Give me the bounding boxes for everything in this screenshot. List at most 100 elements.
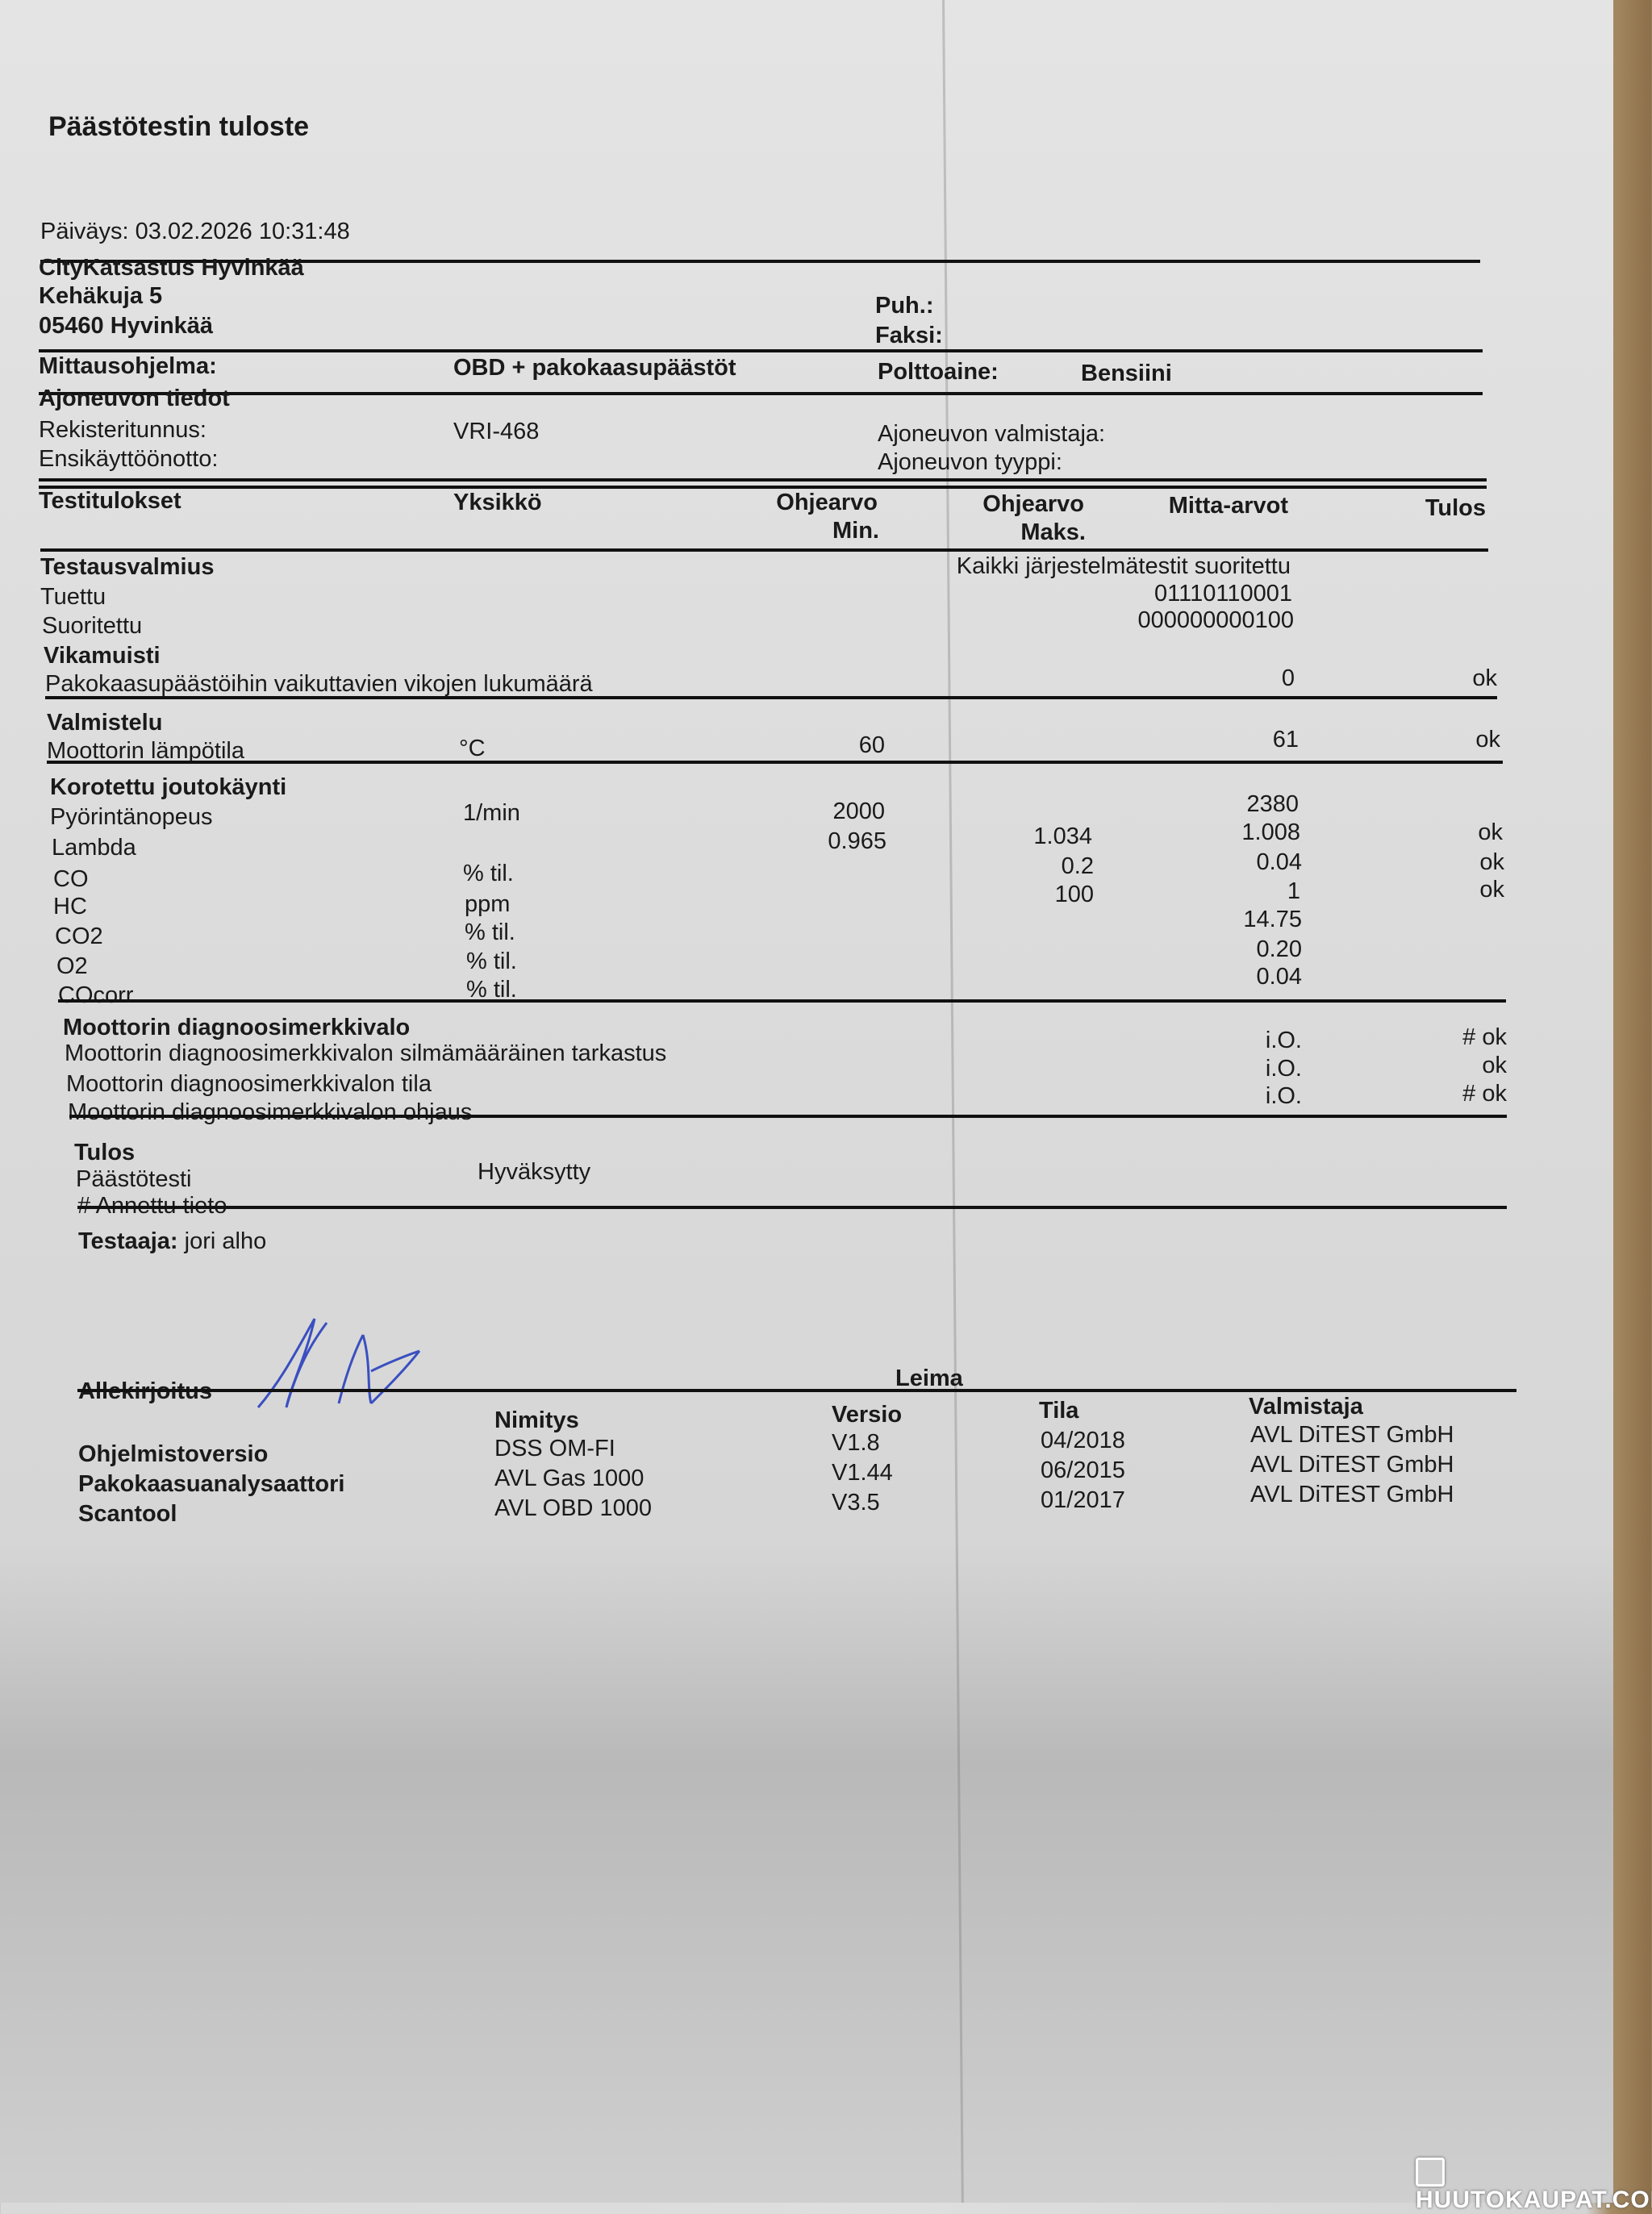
idle-unit: % til. bbox=[466, 977, 517, 1003]
idle-label: O2 bbox=[56, 953, 88, 979]
mil-heading: Moottorin diagnoosimerkkivalo bbox=[63, 1015, 411, 1040]
idle-result: ok bbox=[1479, 877, 1504, 903]
divider bbox=[58, 999, 1506, 1003]
handwritten-signature bbox=[257, 1318, 421, 1408]
divider bbox=[39, 349, 1483, 352]
idle-value: 14.75 bbox=[1243, 907, 1302, 932]
idle-label: CO2 bbox=[55, 924, 103, 949]
mil-value: i.O. bbox=[1265, 1083, 1302, 1109]
divider bbox=[39, 486, 1487, 489]
sw-version: V1.8 bbox=[832, 1430, 880, 1456]
header-measured: Mitta-arvot bbox=[1168, 493, 1288, 519]
header-result: Tulos bbox=[1425, 495, 1486, 521]
mil-label: Moottorin diagnoosimerkkivalon tila bbox=[66, 1071, 432, 1097]
readiness-status: Kaikki järjestelmätestit suoritettu bbox=[956, 553, 1291, 579]
sw-date: 04/2018 bbox=[1041, 1428, 1125, 1453]
sw-version: V1.44 bbox=[832, 1460, 893, 1486]
idle-unit: 1/min bbox=[463, 800, 520, 826]
header-max-sub: Maks. bbox=[1020, 519, 1086, 545]
engine-temp-min: 60 bbox=[858, 732, 885, 758]
type-label: Ajoneuvon tyyppi: bbox=[878, 449, 1062, 475]
idle-label: Pyörintänopeus bbox=[50, 804, 213, 830]
divider bbox=[77, 1206, 1507, 1209]
fuel-label: Polttoaine: bbox=[878, 359, 999, 385]
preparation-heading: Valmistelu bbox=[47, 710, 163, 736]
reg-value: VRI-468 bbox=[453, 419, 540, 444]
stamp-label: Leima bbox=[895, 1366, 963, 1391]
first-use-label: Ensikäyttöönotto: bbox=[39, 446, 219, 472]
idle-unit: % til. bbox=[463, 861, 514, 886]
idle-min: 2000 bbox=[832, 798, 885, 824]
idle-heading: Korotettu joutokäynti bbox=[50, 774, 287, 800]
mil-value: i.O. bbox=[1265, 1056, 1302, 1082]
engine-temp-unit: °C bbox=[459, 736, 486, 761]
idle-value: 0.20 bbox=[1256, 936, 1302, 962]
divider bbox=[45, 696, 1497, 699]
idle-label: CO bbox=[53, 866, 89, 892]
header-unit: Yksikkö bbox=[453, 490, 542, 515]
idle-unit: ppm bbox=[465, 891, 511, 917]
mil-label: Moottorin diagnoosimerkkivalon silmämäär… bbox=[65, 1040, 667, 1066]
sw-header-maker: Valmistaja bbox=[1249, 1394, 1363, 1420]
sw-name: DSS OM-FI bbox=[494, 1436, 615, 1461]
idle-value: 1.008 bbox=[1241, 819, 1300, 845]
header-min-sub: Min. bbox=[832, 518, 879, 544]
idle-min: 0.965 bbox=[828, 828, 886, 854]
idle-label: COcorr bbox=[58, 982, 134, 1008]
idle-value: 2380 bbox=[1246, 791, 1299, 817]
idle-result: ok bbox=[1479, 849, 1504, 875]
readiness-heading: Testausvalmius bbox=[40, 554, 215, 580]
date: Päiväys: 03.02.2026 10:31:48 bbox=[40, 219, 350, 244]
document-title: Päästötestin tuloste bbox=[48, 111, 310, 142]
idle-result: ok bbox=[1478, 819, 1503, 845]
divider bbox=[69, 1115, 1507, 1118]
outcome-heading: Tulos bbox=[74, 1140, 136, 1165]
station-street: Kehäkuja 5 bbox=[39, 283, 163, 309]
sw-maker: AVL DiTEST GmbH bbox=[1250, 1452, 1454, 1478]
sw-header-date: Tila bbox=[1039, 1398, 1079, 1424]
station-name: CityKatsastus Hyvinkää bbox=[39, 255, 304, 281]
idle-unit: % til. bbox=[466, 949, 517, 974]
outcome-label: Päästötesti bbox=[76, 1166, 192, 1192]
tester-label: Testaaja: bbox=[78, 1228, 178, 1254]
mil-result: # ok bbox=[1462, 1081, 1507, 1107]
document-page: Päästötestin tuloste Päiväys: 03.02.2026… bbox=[0, 0, 1613, 2203]
sw-header-name: Nimitys bbox=[494, 1407, 579, 1433]
fuel-value: Bensiini bbox=[1081, 361, 1172, 386]
supported-value: 01110110001 bbox=[1154, 581, 1292, 607]
fault-memory-heading: Vikamuisti bbox=[44, 643, 161, 669]
sw-label: Scantool bbox=[78, 1501, 177, 1527]
sw-date: 01/2017 bbox=[1041, 1487, 1125, 1513]
engine-temp-value: 61 bbox=[1272, 727, 1299, 753]
engine-temp-result: ok bbox=[1475, 727, 1500, 753]
supported-label: Tuettu bbox=[40, 584, 106, 610]
idle-label: Lambda bbox=[52, 835, 136, 861]
watermark: HUUTOKAUPAT.COM bbox=[1416, 2158, 1652, 2214]
divider bbox=[47, 761, 1503, 764]
vehicle-heading: Ajoneuvon tiedot bbox=[39, 386, 230, 411]
maker-label: Ajoneuvon valmistaja: bbox=[878, 421, 1106, 447]
divider bbox=[40, 260, 1480, 263]
program-label: Mittausohjelma: bbox=[39, 353, 217, 379]
outcome-value: Hyväksytty bbox=[478, 1159, 591, 1185]
engine-temp-label: Moottorin lämpötila bbox=[47, 738, 244, 764]
header-max: Ohjearvo bbox=[982, 491, 1084, 517]
phone-label: Puh.: bbox=[875, 293, 934, 319]
fax-label: Faksi: bbox=[875, 323, 943, 348]
mil-result: # ok bbox=[1462, 1024, 1507, 1050]
idle-max: 100 bbox=[1054, 882, 1094, 907]
program-value: OBD + pakokaasupäästöt bbox=[453, 355, 736, 381]
divider bbox=[77, 1389, 1516, 1392]
sw-name: AVL OBD 1000 bbox=[494, 1495, 653, 1521]
idle-value: 0.04 bbox=[1256, 849, 1302, 875]
idle-label: HC bbox=[53, 894, 87, 919]
fault-count-label: Pakokaasupäästöihin vaikuttavien vikojen… bbox=[45, 671, 593, 697]
mil-result: ok bbox=[1482, 1053, 1507, 1078]
idle-unit: % til. bbox=[465, 919, 515, 945]
idle-value: 0.04 bbox=[1256, 964, 1302, 990]
divider bbox=[39, 392, 1483, 395]
divider bbox=[39, 478, 1487, 482]
divider bbox=[40, 548, 1488, 552]
mil-value: i.O. bbox=[1265, 1028, 1302, 1053]
idle-max: 1.034 bbox=[1033, 823, 1092, 849]
